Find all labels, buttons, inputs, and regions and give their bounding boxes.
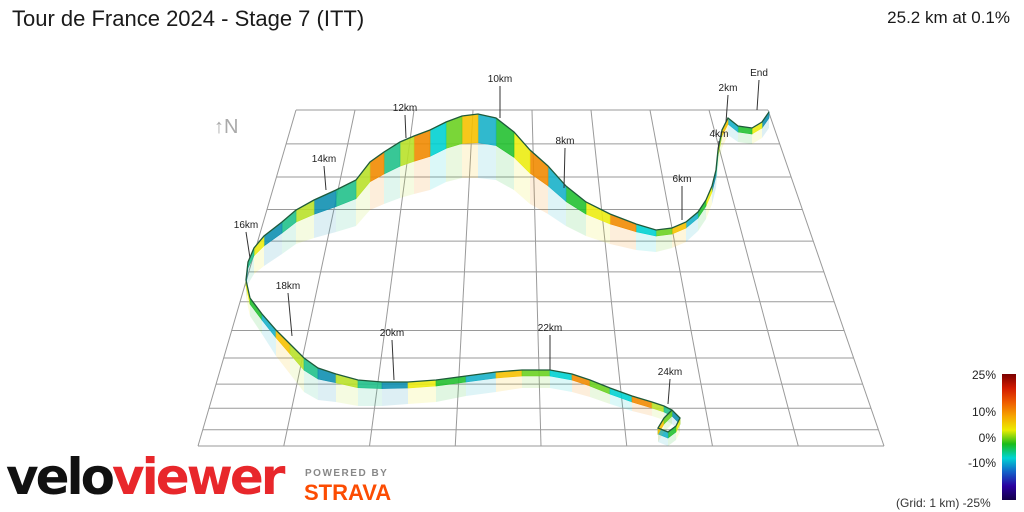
distance-marker-label: 2km: [719, 83, 738, 94]
distance-marker-label: 24km: [658, 367, 682, 378]
legend-tick-minus-10: -10%: [967, 456, 996, 470]
grid-col-line: [590, 109, 628, 447]
grid-col-line: [767, 109, 885, 447]
distance-markers: End 2km 4km 6km 8km 10km 12km 14km 16km 18km 20km 2…: [234, 68, 768, 405]
distance-marker-label: 22km: [538, 323, 562, 334]
ground-grid: [197, 109, 885, 447]
ribbon-segment: [477, 113, 497, 146]
elevation-ribbon: [245, 111, 770, 446]
grid-col-line: [454, 109, 474, 447]
distance-marker-label: 6km: [673, 174, 692, 185]
ribbon-segment: [521, 369, 551, 377]
distance-marker-label: End: [750, 68, 768, 79]
marker-leader-line: [667, 378, 671, 405]
grid-col-line: [369, 109, 415, 447]
distance-marker-label: 4km: [710, 129, 729, 140]
logo-part-viewer: viewer: [112, 448, 285, 506]
legend-tick-25: 25%: [971, 368, 996, 382]
route-top-edge: [245, 111, 770, 433]
grid-col-line: [283, 109, 356, 447]
strava-logo: STRAVA: [304, 480, 392, 505]
page-title: Tour de France 2024 - Stage 7 (ITT): [12, 6, 365, 31]
legend-tick-0: 0%: [978, 431, 996, 445]
gradient-legend-bar: [1002, 374, 1016, 500]
marker-leader-line: [323, 165, 327, 191]
powered-by-label: POWERED BY: [305, 468, 389, 479]
distance-marker-label: 18km: [276, 281, 300, 292]
ribbon-segment: [381, 381, 409, 389]
marker-leader-line: [756, 79, 760, 111]
veloviewer-logo: veloviewer: [6, 452, 285, 502]
marker-leader-line: [404, 114, 407, 139]
north-arrow-icon: ↑N: [214, 116, 238, 138]
marker-leader-line: [563, 147, 566, 189]
distance-marker-label: 12km: [393, 103, 417, 114]
marker-leader-line: [287, 292, 293, 337]
ribbon-segment: [461, 113, 479, 144]
distance-marker-label: 20km: [380, 328, 404, 339]
distance-marker-label: 16km: [234, 220, 258, 231]
marker-leader-line: [717, 140, 720, 151]
marker-leader-line: [391, 339, 395, 381]
logo-part-velo: velo: [6, 448, 115, 506]
distance-marker-label: 14km: [312, 154, 336, 165]
legend-tick-10: 10%: [971, 405, 996, 419]
grid-col-line: [708, 109, 799, 447]
distance-marker-label: 8km: [556, 136, 575, 147]
grid-scale-note: (Grid: 1 km) -25%: [896, 496, 991, 510]
marker-leader-line: [725, 94, 729, 123]
marker-leader-line: [245, 231, 251, 259]
compass: ↑N: [214, 116, 238, 138]
grid-col-line: [649, 109, 713, 447]
route-summary: 25.2 km at 0.1%: [887, 8, 1010, 27]
distance-marker-label: 10km: [488, 74, 512, 85]
